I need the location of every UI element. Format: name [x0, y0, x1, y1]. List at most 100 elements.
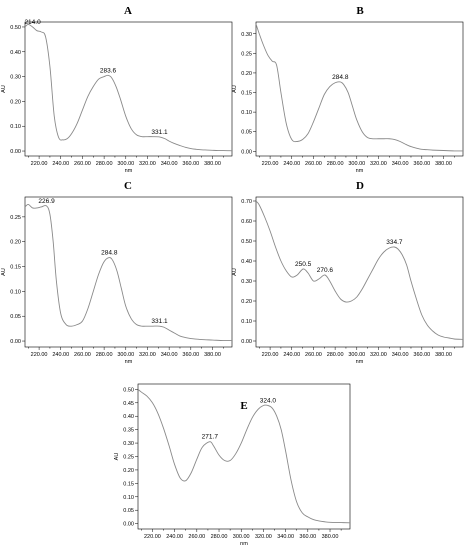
y-tick-label: 0.15 — [10, 265, 21, 271]
x-tick-label: 280.00 — [327, 161, 344, 167]
y-tick-label: 0.70 — [241, 199, 252, 205]
peak-label: 324.0 — [260, 397, 277, 404]
spectrum-line — [24, 204, 233, 342]
spectrum-line — [137, 389, 351, 524]
x-tick-label: 360.00 — [413, 352, 430, 358]
y-tick-label: 0.10 — [241, 319, 252, 325]
x-tick-label: 380.00 — [435, 161, 452, 167]
x-tick-label: 360.00 — [182, 161, 199, 167]
y-tick-label: 0.00 — [10, 149, 21, 155]
x-tick-label: 340.00 — [392, 352, 409, 358]
x-tick-label: 280.00 — [96, 352, 113, 358]
x-tick-label: 320.00 — [370, 161, 387, 167]
y-tick-label: 0.00 — [123, 522, 134, 528]
x-tick-label: 240.00 — [283, 352, 300, 358]
x-tick-label: 220.00 — [31, 352, 48, 358]
x-tick-label: 240.00 — [52, 161, 69, 167]
x-tick-label: 280.00 — [327, 352, 344, 358]
y-tick-label: 0.00 — [241, 149, 252, 155]
peak-label: 334.7 — [386, 239, 403, 246]
x-tick-label: 260.00 — [305, 352, 322, 358]
chart-panel-d: D 0.00 0.10 0.20 0.30 0.40 0.50 0.60 0.70 220.00 2… — [232, 180, 464, 365]
chart-panel-e: E 0.00 0.05 0.10 0.15 0.20 0.25 0.30 0.35 0.40 0.4… — [114, 383, 351, 547]
peak-label: 214.0 — [24, 19, 41, 26]
x-tick-label: 300.00 — [348, 352, 365, 358]
y-tick-label: 0.10 — [123, 495, 134, 501]
x-tick-label: 300.00 — [117, 161, 134, 167]
x-tick-label: 240.00 — [52, 352, 69, 358]
x-tick-label: 340.00 — [161, 352, 178, 358]
peak-label: 271.7 — [202, 434, 219, 441]
panel-letter: D — [356, 180, 364, 192]
peak-label: 226.9 — [38, 198, 55, 205]
x-tick-label: 380.00 — [204, 352, 221, 358]
x-axis-title: nm — [356, 359, 364, 365]
spectrum-line — [24, 24, 233, 152]
peak-label: 331.1 — [151, 318, 168, 325]
x-tick-label: 260.00 — [305, 161, 322, 167]
x-tick-label: 260.00 — [74, 352, 91, 358]
spectrum-line — [255, 23, 464, 152]
x-axis-title: nm — [356, 168, 364, 174]
x-tick-label: 380.00 — [435, 352, 452, 358]
x-axis-title: nm — [125, 359, 133, 365]
x-tick-label: 380.00 — [204, 161, 221, 167]
x-tick-label: 260.00 — [74, 161, 91, 167]
peak-label: 331.1 — [151, 129, 168, 136]
x-tick-label: 220.00 — [144, 534, 161, 540]
peak-label: 284.8 — [101, 250, 118, 257]
chart-panel-b: B 0.00 0.05 0.10 0.15 0.20 0.25 0.30 220.00 240.0… — [232, 5, 464, 174]
y-tick-label: 0.20 — [241, 71, 252, 77]
y-tick-label: 0.05 — [10, 314, 21, 320]
plot-frame — [255, 21, 464, 157]
y-tick-label: 0.20 — [10, 99, 21, 105]
peak-label: 283.6 — [100, 67, 117, 74]
chart-panel-a: A 0.00 0.10 0.20 0.30 0.40 0.50 220.00 240.00 260… — [1, 5, 233, 174]
y-tick-label: 0.40 — [10, 50, 21, 56]
y-tick-label: 0.00 — [10, 339, 21, 345]
panel-letter: C — [124, 180, 132, 192]
x-tick-label: 240.00 — [283, 161, 300, 167]
panel-letter: E — [240, 400, 247, 412]
x-tick-label: 300.00 — [233, 534, 250, 540]
x-axis-title: nm — [240, 541, 248, 547]
y-tick-label: 0.30 — [10, 75, 21, 81]
plot-frame — [24, 196, 233, 348]
x-axis-title: nm — [125, 168, 133, 174]
y-tick-label: 0.20 — [241, 299, 252, 305]
peak-label: 250.5 — [295, 261, 312, 268]
y-axis-title: AU — [232, 268, 238, 276]
x-tick-label: 300.00 — [348, 161, 365, 167]
y-tick-label: 0.15 — [123, 481, 134, 487]
x-tick-label: 220.00 — [262, 352, 279, 358]
peak-label: 270.6 — [317, 267, 334, 274]
y-tick-label: 0.30 — [241, 32, 252, 38]
y-tick-label: 0.25 — [241, 51, 252, 57]
panel-letter: A — [124, 5, 132, 17]
y-tick-label: 0.05 — [123, 508, 134, 514]
y-tick-label: 0.15 — [241, 91, 252, 97]
y-tick-label: 0.10 — [241, 110, 252, 116]
x-tick-label: 260.00 — [188, 534, 205, 540]
x-tick-label: 300.00 — [117, 352, 134, 358]
y-tick-label: 0.35 — [123, 428, 134, 434]
y-tick-label: 0.10 — [10, 124, 21, 130]
x-tick-label: 360.00 — [182, 352, 199, 358]
x-tick-label: 320.00 — [139, 352, 156, 358]
x-tick-label: 280.00 — [96, 161, 113, 167]
y-tick-label: 0.20 — [123, 468, 134, 474]
chart-panel-c: C 0.00 0.05 0.10 0.15 0.20 0.25 220.00 240.00 260… — [1, 180, 233, 365]
x-tick-label: 380.00 — [322, 534, 339, 540]
x-tick-label: 360.00 — [299, 534, 316, 540]
x-tick-label: 340.00 — [161, 161, 178, 167]
x-tick-label: 280.00 — [211, 534, 228, 540]
y-tick-label: 0.50 — [241, 239, 252, 245]
panel-letter: B — [356, 5, 364, 17]
y-tick-label: 0.10 — [10, 289, 21, 295]
y-tick-label: 0.50 — [123, 387, 134, 393]
x-tick-label: 320.00 — [255, 534, 272, 540]
y-axis-title: AU — [232, 85, 238, 93]
x-tick-label: 360.00 — [413, 161, 430, 167]
x-tick-label: 340.00 — [277, 534, 294, 540]
